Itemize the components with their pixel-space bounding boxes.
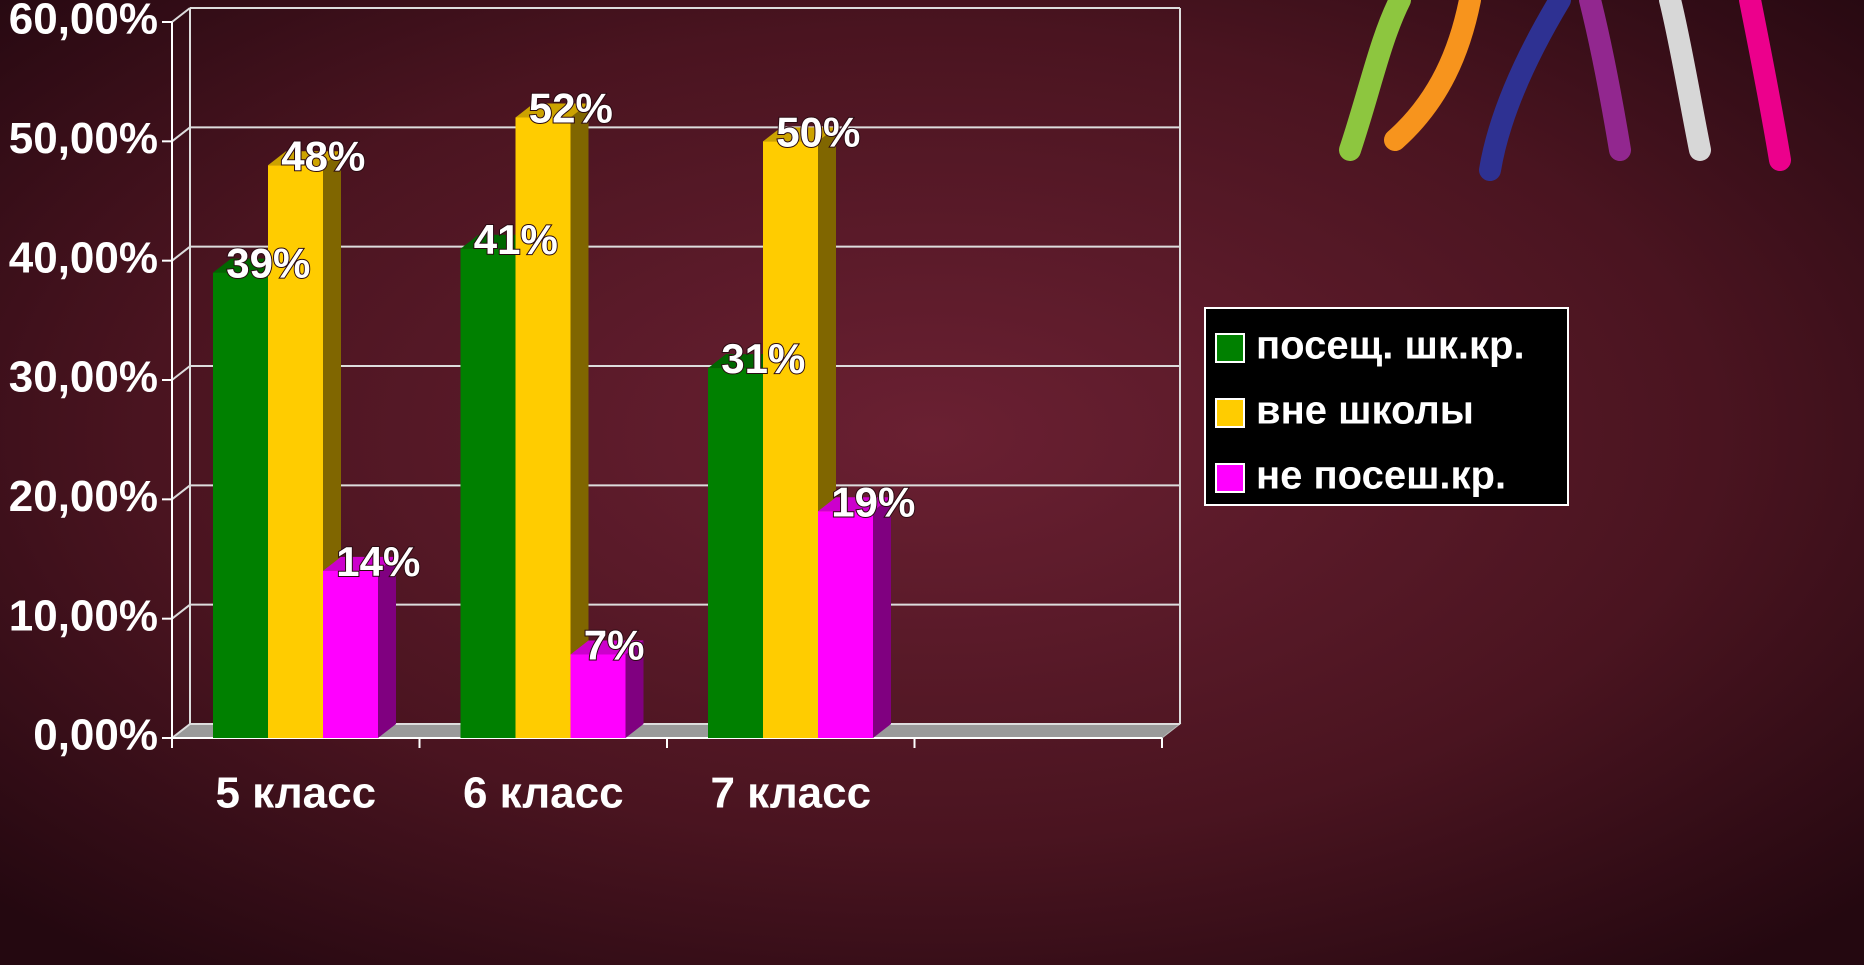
legend-swatch xyxy=(1215,398,1245,428)
bar-top xyxy=(708,354,781,369)
bar-top xyxy=(268,151,341,166)
bar-side xyxy=(378,556,396,738)
bar-top xyxy=(515,103,589,118)
x-tick-label: 7 класс xyxy=(710,769,871,818)
y-tick-label: 20,00% xyxy=(9,472,158,521)
grid-line xyxy=(171,365,191,381)
legend-box xyxy=(1204,307,1569,506)
bar-side xyxy=(570,103,589,738)
bar-front xyxy=(818,511,873,738)
value-label: 14% xyxy=(336,538,420,585)
bar-front xyxy=(708,368,763,738)
bar-top xyxy=(323,556,396,571)
y-tick-label: 60,00% xyxy=(9,0,158,44)
x-tick-label: 6 класс xyxy=(463,769,624,818)
bar xyxy=(818,497,891,738)
y-tick-label: 0,00% xyxy=(33,711,158,760)
bar-front xyxy=(213,272,268,738)
value-label: 31% xyxy=(721,335,805,382)
bar-front xyxy=(763,141,818,739)
y-tick-label: 50,00% xyxy=(9,114,158,163)
legend-label: вне школы xyxy=(1256,389,1474,433)
bar-top xyxy=(818,497,891,512)
bar xyxy=(570,640,644,738)
grid-line xyxy=(171,484,191,501)
grid-line xyxy=(171,245,191,262)
logo xyxy=(1339,0,1791,181)
value-label: 39% xyxy=(226,240,310,287)
value-label: 50% xyxy=(776,108,860,155)
bar xyxy=(268,151,341,738)
legend-label: посещ. шк.кр. xyxy=(1256,324,1525,368)
y-tick-label: 40,00% xyxy=(9,233,158,282)
y-tick-label: 10,00% xyxy=(9,591,158,640)
bar-front xyxy=(460,248,516,738)
value-label: 52% xyxy=(529,85,613,132)
bar-front xyxy=(323,570,378,738)
value-label: 19% xyxy=(831,478,915,525)
value-label: 41% xyxy=(474,216,558,263)
bar-top xyxy=(570,640,644,655)
grid-line xyxy=(171,723,191,739)
bar-top xyxy=(213,258,286,273)
grid-line xyxy=(171,7,191,23)
bar-side xyxy=(873,497,891,738)
y-tick-label: 30,00% xyxy=(9,353,158,402)
value-label: 48% xyxy=(281,132,365,179)
x-tick-label: 5 класс xyxy=(215,769,376,818)
bar-top xyxy=(460,234,534,249)
bar-front xyxy=(515,117,571,738)
value-label: 7% xyxy=(584,622,645,669)
bar-front xyxy=(268,165,323,738)
legend-swatch xyxy=(1215,333,1245,363)
grid-line xyxy=(171,603,191,620)
grid-line xyxy=(171,126,191,143)
bar-side xyxy=(625,640,644,738)
bar-front xyxy=(570,654,626,738)
legend-label: не посеш.кр. xyxy=(1256,454,1506,498)
bar xyxy=(323,556,396,738)
bar xyxy=(515,103,589,738)
bar-top xyxy=(763,127,836,142)
legend-swatch xyxy=(1215,463,1245,493)
